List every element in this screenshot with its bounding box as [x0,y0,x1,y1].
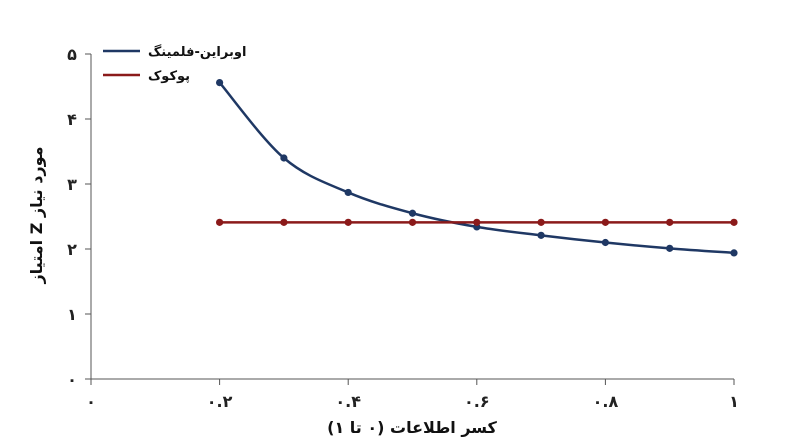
y-tick-label: ۲ [67,240,77,259]
y-tick-label: ۰ [67,370,77,389]
y-tick-label: ۴ [67,110,77,129]
data-point-series-1 [216,79,224,87]
legend-label-1: اوبراین-فلمینگ [148,44,246,60]
x-tick-label: ۰.۲ [207,392,233,411]
legend-label-2: پوکوک [148,69,190,84]
data-point-series-2 [666,218,674,226]
data-point-series-1 [344,188,352,197]
axes: ۰ ۰.۲ ۰.۴ ۰.۶ ۰.۸ ۱ ۰ ۱ ۲ ۳ ۴ ۵ [67,45,739,411]
x-tick-label: ۰.۶ [464,392,490,411]
data-point-series-1 [666,244,674,252]
data-point-series-2 [601,218,610,226]
series-layer [216,79,738,257]
y-tick-label: ۱ [67,305,77,324]
data-point-series-1 [730,249,738,257]
x-tick-label: ۰ [86,392,96,411]
data-point-series-2 [730,218,738,226]
data-point-series-2 [408,218,417,226]
data-point-series-2 [537,218,545,226]
x-tick-label: ۱ [729,392,739,411]
legend: اوبراین-فلمینگ پوکوک [103,44,246,84]
data-point-series-1 [537,231,545,239]
x-tick-label: ۰.۸ [593,392,619,411]
x-tick-label: ۰.۴ [335,392,361,411]
y-tick-label: ۳ [67,175,77,194]
y-axis-title: امتیاز Z مورد نیاز [27,146,46,284]
data-point-series-1 [601,238,610,247]
y-tick-label: ۵ [67,45,77,64]
data-point-series-1 [408,209,417,217]
data-point-series-2 [216,218,224,226]
data-point-series-2 [473,218,481,226]
data-point-series-1 [280,154,288,162]
data-point-series-2 [344,218,352,226]
x-axis-title: کسر اطلاعات (۰ تا ۱) [327,418,497,437]
data-point-series-2 [280,218,288,226]
